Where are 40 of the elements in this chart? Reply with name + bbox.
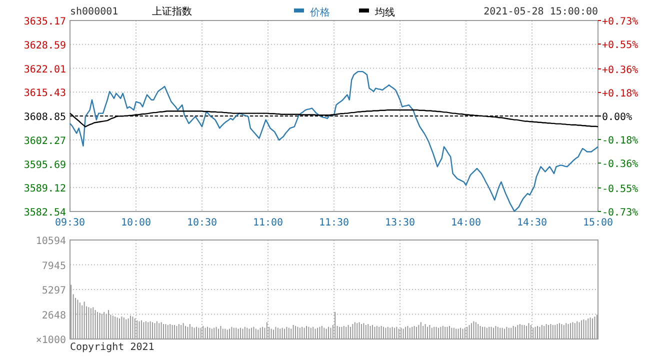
x-tick-label: 10:30	[186, 218, 218, 228]
y2-tick-label: -0.36%	[602, 159, 638, 170]
y-tick-label: 3608.85	[24, 112, 66, 124]
x-tick-label: 10:00	[120, 218, 152, 228]
x-tick-label: 15:00	[582, 218, 614, 228]
legend-label: 价格	[309, 6, 330, 18]
line-series	[69, 70, 599, 212]
x-tick-label: 13:30	[384, 218, 416, 228]
x-tick-label: 11:30	[318, 218, 350, 228]
y-tick-label: 3582.54	[24, 208, 66, 218]
legend-label: 均线	[374, 6, 395, 18]
y2-tick-label: -0.55%	[602, 184, 638, 195]
y2-tick-label: +0.55%	[602, 40, 638, 52]
y-tick-label: 3628.59	[24, 40, 66, 52]
y2-tick-label: +0.36%	[602, 64, 638, 76]
line-series	[69, 109, 599, 128]
y-tick-label: 5297	[42, 286, 66, 296]
y-tick-label: 3622.01	[24, 64, 66, 76]
y-tick-label: 3602.27	[24, 136, 66, 147]
y-tick-label: 7945	[42, 260, 66, 272]
text: sh000001	[70, 6, 118, 18]
x-tick-label: 11:00	[252, 218, 284, 228]
x-tick-label: 14:00	[450, 218, 482, 228]
chart-title: 上证指数	[152, 6, 192, 18]
text: 2021-05-28 15:00:00	[484, 6, 598, 18]
y-tick-label: 3595.69	[24, 160, 66, 171]
y-tick-label: 3615.43	[24, 88, 66, 100]
x-tick-label: 14:30	[516, 218, 548, 228]
text: Copyright 2021	[70, 342, 154, 353]
y2-tick-label: 0.00%	[602, 112, 632, 123]
y2-tick-label: +0.18%	[602, 88, 638, 100]
y-tick-label: 10594	[36, 236, 66, 247]
y-axis-title: ×1000	[36, 335, 66, 346]
x-tick-label: 09:30	[54, 218, 86, 228]
y2-tick-label: -0.73%	[602, 208, 638, 218]
y2-tick-label: -0.18%	[602, 136, 638, 147]
y-tick-label: 2648	[42, 310, 66, 322]
y-tick-label: 3635.17	[24, 16, 66, 28]
y2-tick-label: +0.73%	[602, 16, 638, 28]
y-tick-label: 3589.12	[24, 184, 66, 195]
